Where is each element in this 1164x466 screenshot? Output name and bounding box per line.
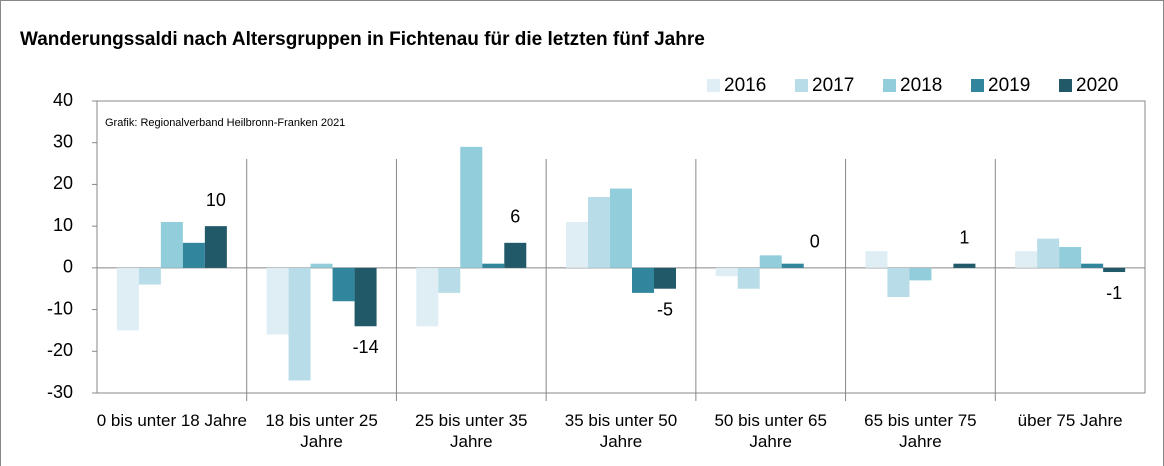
y-tick-label: 10	[53, 215, 73, 235]
legend-label: 2017	[812, 75, 854, 96]
data-label: -5	[657, 299, 673, 319]
data-label: 6	[510, 207, 520, 227]
legend-swatch	[883, 79, 896, 92]
y-tick-label: -10	[47, 298, 73, 318]
data-label: -1	[1106, 283, 1122, 303]
legend-label: 2018	[900, 75, 942, 96]
data-label: 10	[206, 190, 226, 210]
x-tick-label: 65 bis unter 75 Jahre	[864, 411, 977, 451]
bar	[588, 196, 610, 268]
legend-swatch	[1059, 79, 1072, 92]
bar	[332, 267, 355, 302]
bar	[865, 251, 888, 268]
legend-swatch	[707, 79, 720, 92]
y-tick-label: 0	[63, 257, 73, 277]
bar	[1015, 251, 1038, 268]
bar	[482, 263, 505, 268]
bar	[138, 267, 161, 285]
bar	[1037, 238, 1060, 268]
bar	[909, 267, 932, 281]
bar	[953, 263, 976, 268]
bar	[354, 267, 377, 327]
legend-swatch	[795, 79, 808, 92]
y-tick-label: -20	[47, 340, 73, 360]
bar	[416, 267, 439, 327]
bar	[288, 267, 311, 381]
bar	[759, 255, 782, 268]
bar	[204, 226, 227, 268]
chart-title: Wanderungssaldi nach Altersgruppen in Fi…	[20, 29, 705, 50]
bar	[781, 263, 804, 268]
bar	[266, 267, 289, 335]
data-label: 1	[959, 227, 969, 247]
y-tick-label: 30	[53, 131, 73, 151]
legend-label: 2019	[988, 75, 1030, 96]
x-tick-label: 25 bis unter 35 Jahre	[415, 411, 528, 451]
x-tick-label: 50 bis unter 65 Jahre	[714, 411, 827, 451]
bar	[160, 221, 183, 268]
bar	[737, 267, 760, 289]
annotation: Grafik: Regionalverband Heilbronn-Franke…	[105, 117, 345, 129]
legend-label: 2016	[724, 75, 766, 96]
bar	[182, 242, 205, 268]
bar	[116, 267, 139, 331]
data-label: 0	[810, 232, 820, 252]
bar	[654, 267, 676, 289]
bar	[438, 267, 461, 293]
bar	[504, 242, 527, 268]
bar	[310, 263, 333, 268]
bar	[632, 267, 654, 293]
y-tick-label: -30	[47, 382, 73, 402]
y-tick-label: 20	[53, 173, 73, 193]
data-label: -14	[353, 337, 379, 357]
bar	[460, 146, 483, 268]
bar	[1103, 267, 1126, 273]
x-tick-label: 0 bis unter 18 Jahre	[96, 411, 247, 430]
legend-swatch	[971, 79, 984, 92]
y-tick-label: 40	[53, 90, 73, 110]
plot-area	[96, 100, 1146, 394]
bar	[610, 188, 632, 268]
legend-label: 2020	[1076, 75, 1118, 96]
bar	[1059, 247, 1082, 268]
bar	[566, 221, 588, 268]
bar	[1081, 263, 1104, 268]
bar	[715, 267, 738, 277]
x-tick-label: 35 bis unter 50 Jahre	[564, 411, 678, 451]
x-tick-label: über 75 Jahre	[1017, 411, 1123, 430]
x-tick-label: 18 bis unter 25 Jahre	[265, 411, 378, 451]
bar	[887, 267, 910, 298]
